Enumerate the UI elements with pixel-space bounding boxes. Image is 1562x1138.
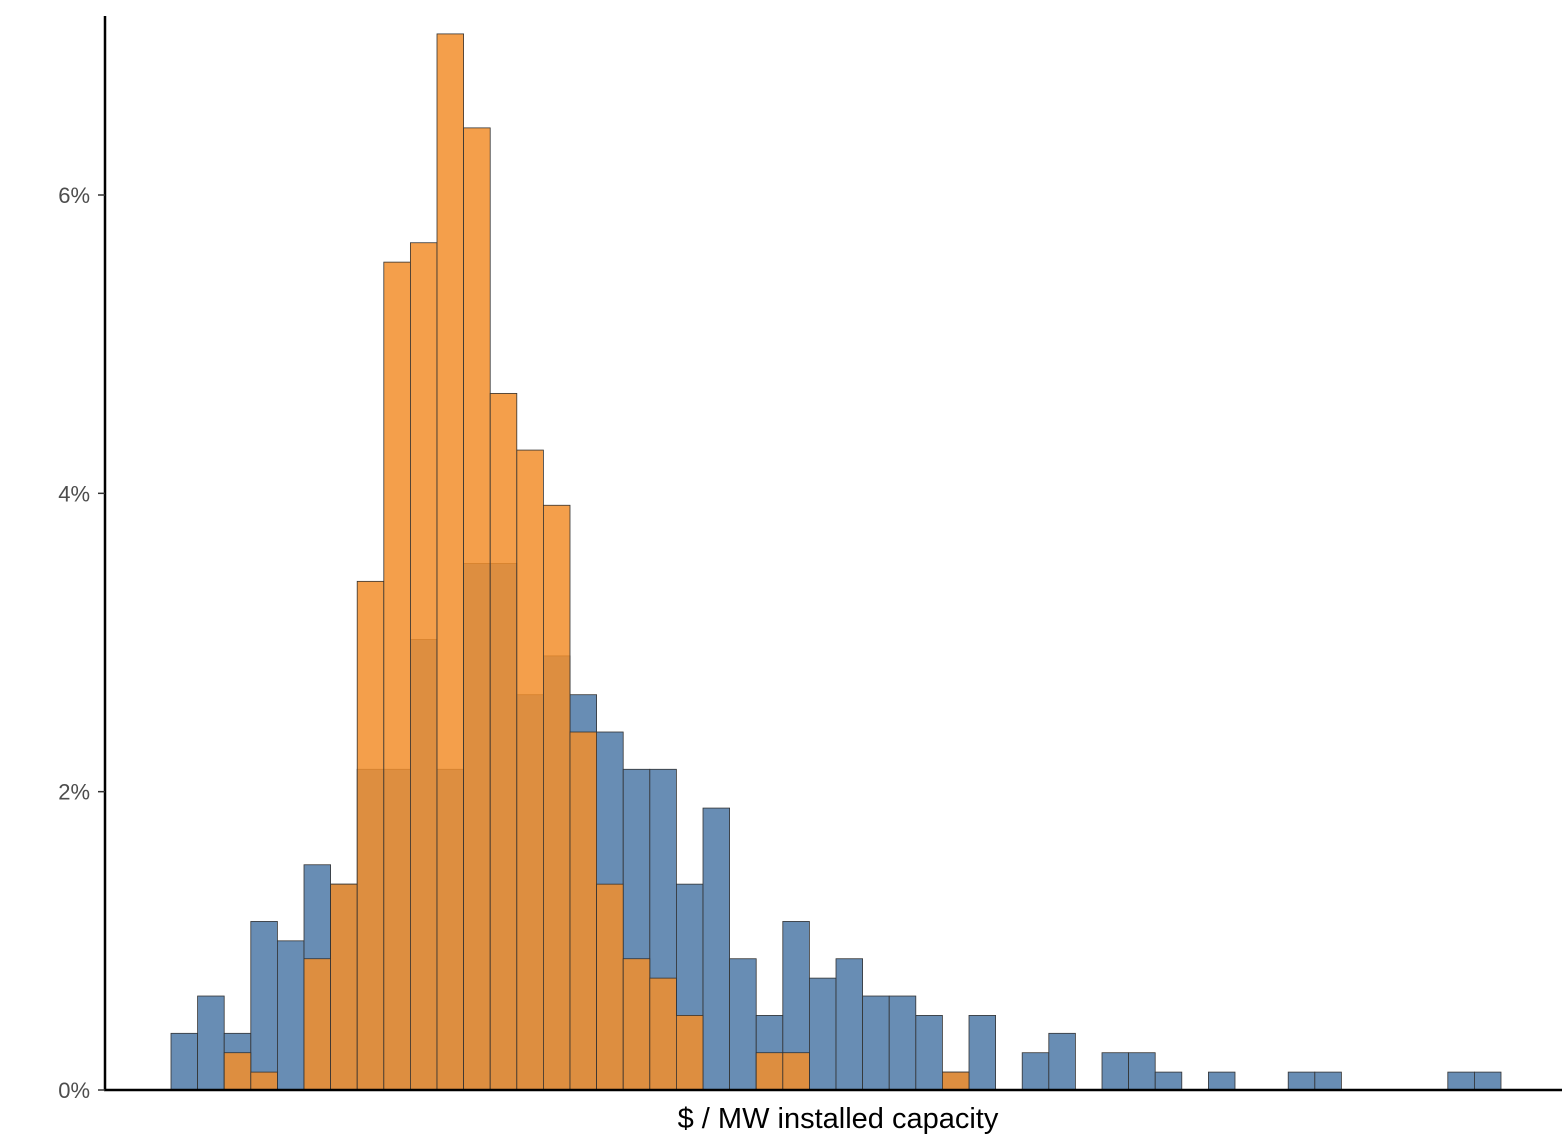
histogram-bar	[1447, 1071, 1475, 1091]
x-axis-title: $ / MW installed capacity	[678, 1103, 999, 1135]
histogram-bar	[1154, 1071, 1183, 1091]
histogram-bar	[569, 731, 598, 1091]
histogram-bar	[197, 995, 225, 1091]
histogram-bar	[1021, 1052, 1050, 1091]
histogram-bar	[596, 883, 624, 1091]
histogram-bar	[782, 1052, 810, 1091]
histogram-bar	[1048, 1032, 1076, 1091]
histogram-bar	[622, 958, 651, 1091]
histogram-bar	[250, 1071, 278, 1091]
histogram-bar	[702, 807, 731, 1091]
histogram-bar	[888, 995, 917, 1091]
histogram-bar	[276, 940, 305, 1091]
histogram-bar	[1287, 1071, 1316, 1091]
histogram-bar	[356, 580, 385, 1091]
histogram-bar	[649, 977, 677, 1091]
histogram-bar	[1314, 1071, 1342, 1091]
histogram-bar	[383, 261, 411, 1091]
y-tick-label: 4%	[58, 481, 90, 506]
histogram-bar	[676, 1015, 704, 1091]
histogram-bar	[942, 1071, 970, 1091]
histogram-bars	[170, 33, 1502, 1091]
histogram-bar	[729, 958, 757, 1091]
histogram-bar	[330, 883, 358, 1091]
histogram-bar	[835, 958, 864, 1091]
y-ticks: 0% 2% 4% 6%	[58, 183, 105, 1103]
histogram-bar	[968, 1015, 997, 1091]
histogram-bar	[755, 1052, 784, 1091]
histogram-bar	[862, 995, 890, 1091]
histogram-bar	[516, 449, 544, 1091]
histogram-bar	[809, 977, 837, 1091]
series-2	[223, 33, 970, 1091]
y-tick-label: 6%	[58, 183, 90, 208]
histogram-bar	[543, 504, 571, 1091]
histogram-bar	[250, 921, 278, 1091]
histogram-bar	[303, 958, 332, 1091]
histogram-bar	[1208, 1071, 1236, 1091]
histogram-bar	[170, 1032, 199, 1091]
histogram-bar	[915, 1015, 943, 1091]
y-tick-label: 0%	[58, 1078, 90, 1103]
histogram-bar	[409, 242, 438, 1091]
histogram-bar	[1128, 1052, 1156, 1091]
histogram-bar	[463, 127, 491, 1091]
histogram-bar	[489, 392, 518, 1091]
y-tick-label: 2%	[58, 780, 90, 805]
histogram-bar	[223, 1052, 252, 1091]
histogram-bar	[436, 33, 465, 1091]
histogram-bar	[1474, 1071, 1502, 1091]
histogram-bar	[1101, 1052, 1130, 1091]
